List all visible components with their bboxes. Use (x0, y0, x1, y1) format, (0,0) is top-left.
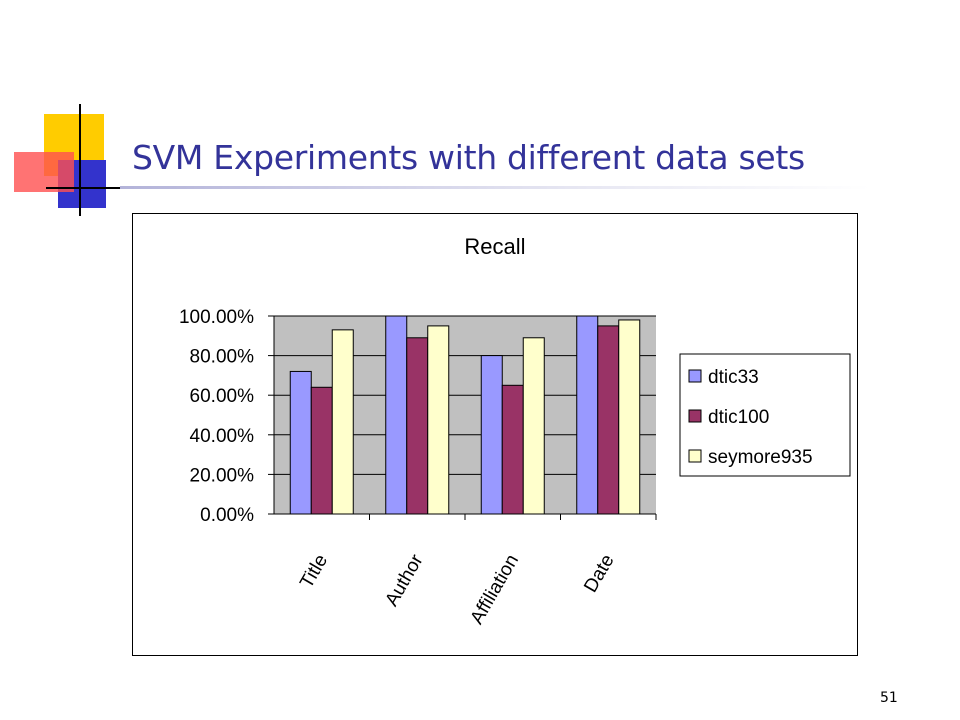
slide-logo-decoration (14, 104, 136, 216)
legend-swatch-dtic33 (688, 369, 702, 383)
y-tick-label-4: 80.00% (190, 347, 255, 368)
x-tick-label-author: Author (381, 550, 428, 610)
bar-dtic100-title (310, 386, 333, 515)
legend-box (679, 353, 851, 477)
legend-swatch-seymore935 (688, 449, 702, 463)
recall-bar-chart: Recall 0.00% 20.00% 40.00% 60.00% 80.00% 100.0… (179, 234, 851, 628)
bar-dtic100-affiliation (501, 384, 524, 515)
y-tick-label-0: 0.00% (200, 505, 254, 526)
title-underline (120, 186, 870, 189)
legend-swatch-dtic100 (688, 409, 702, 423)
y-tick-label-5: 100.00% (179, 307, 254, 328)
bar-dtic33-affiliation (480, 355, 503, 515)
bar-dtic100-author (406, 337, 429, 515)
legend-label-seymore935: seymore935 (708, 447, 813, 468)
slide-title: SVM Experiments with different data sets (132, 138, 805, 177)
x-tick-label-title: Title (296, 551, 332, 592)
y-tick-label-2: 40.00% (190, 426, 255, 447)
legend-label-dtic33: dtic33 (708, 367, 759, 388)
chart-title: Recall (464, 234, 525, 259)
bar-seymore935-affiliation (522, 337, 545, 515)
y-tick-label-1: 20.00% (190, 465, 255, 486)
x-tick-label-date: Date (580, 551, 618, 596)
chart-frame: Recall 0.00% 20.00% 40.00% 60.00% 80.00% 100.0… (132, 213, 858, 656)
y-tick-label-3: 60.00% (190, 386, 255, 407)
page-number: 51 (880, 690, 898, 706)
legend-label-dtic100: dtic100 (708, 407, 769, 428)
bar-seymore935-title (331, 329, 354, 515)
bar-dtic100-date (597, 325, 620, 515)
x-tick-label-affiliation: Affiliation (467, 551, 524, 628)
bar-seymore935-date (618, 319, 641, 515)
bar-dtic33-author (385, 315, 408, 515)
bar-dtic33-title (289, 370, 312, 515)
logo-red-square (14, 152, 74, 192)
bar-dtic33-date (576, 315, 599, 515)
bar-seymore935-author (427, 325, 450, 515)
